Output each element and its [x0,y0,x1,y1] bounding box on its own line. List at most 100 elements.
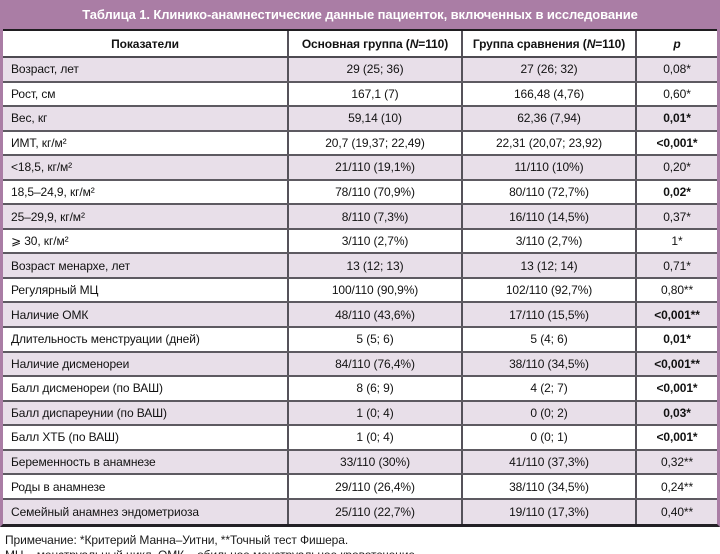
row-indicator-label: Балл диспареунии (по ВАШ) [11,405,167,420]
table-row: Возраст менархе, лет 13 (12; 13) 13 (12; 1… [3,254,717,279]
table-row: Балл дисменореи (по ВАШ) 8 (6; 9) 4 (2; 7)… [3,377,717,402]
row-indicator-label: Семейный анамнез эндометриоза [11,505,199,520]
p-value: 0,71* [635,254,717,277]
main-group-value: 100/110 (90,9%) [287,278,461,302]
comparison-group-value: 102/110 (92,7%) [461,278,635,302]
table-row: Балл ХТБ (по ВАШ) 1 (0; 4) 0 (0; 1) <0,001* [3,426,717,451]
comparison-group-value: 27 (26; 32) [461,58,635,81]
p-value: 0,37* [635,205,717,228]
table-row: ⩾ 30, кг/м² 3/110 (2,7%) 3/110 (2,7%) 1* [3,229,717,255]
row-indicator-label: 18,5–24,9, кг/м² [11,185,95,199]
main-group-label-suffix: =110) [418,36,449,51]
p-value: 0,40** [635,499,717,525]
row-indicator-label: ИМТ, кг/м² [11,135,67,150]
main-group-value: 25/110 (22,7%) [287,499,461,525]
main-group-value: 21/110 (19,1%) [287,156,461,179]
table-row: 25–29,9, кг/м² 8/110 (7,3%) 16/110 (14,5%)… [3,205,717,230]
main-group-value: 8 (6; 9) [287,377,461,400]
comparison-group-value: 19/110 (17,3%) [461,499,635,525]
row-indicator-label: Роды в анамнезе [11,479,106,494]
p-value: 0,01* [635,107,717,130]
row-indicator-label: Рост, см [11,86,56,101]
row-indicator-label: Регулярный МЦ [11,283,99,298]
comparison-group-value: 13 (12; 14) [461,254,635,277]
table-row: Балл диспареунии (по ВАШ) 1 (0; 4) 0 (0; 2… [3,401,717,427]
table-row: Длительность менструации (дней) 5 (5; 6) 5… [3,328,717,353]
p-value: 0,01* [635,328,717,351]
p-value: 0,60* [635,82,717,106]
row-indicator-label: Балл ХТБ (по ВАШ) [11,430,119,445]
main-group-value: 48/110 (43,6%) [287,303,461,327]
main-group-value: 3/110 (2,7%) [287,229,461,253]
table-row: Беременность в анамнезе 33/110 (30%) 41/11… [3,450,717,476]
comparison-group-value: 17/110 (15,5%) [461,303,635,327]
comparison-group-value: 4 (2; 7) [461,377,635,400]
main-group-value: 20,7 (19,37; 22,49) [287,131,461,155]
main-group-value: 5 (5; 6) [287,328,461,351]
p-value: 0,32** [635,450,717,474]
table-title: Таблица 1. Клинико-анамнестические данны… [82,7,638,22]
row-indicator-label: Наличие ОМК [11,307,89,322]
comparison-group-value: 166,48 (4,76) [461,82,635,106]
comparison-group-label-prefix: Группа сравнения ( [472,36,587,51]
p-value: <0,001* [635,426,717,449]
p-value: 0,80** [635,278,717,302]
comparison-group-value: 5 (4; 6) [461,328,635,351]
table-row: Регулярный МЦ 100/110 (90,9%) 102/110 (92,… [3,278,717,304]
table-row: Наличие ОМК 48/110 (43,6%) 17/110 (15,5%) <… [3,303,717,329]
main-group-value: 78/110 (70,9%) [287,180,461,204]
table-row: Наличие дисменореи 84/110 (76,4%) 38/110 (… [3,352,717,378]
main-group-label-prefix: Основная группа ( [301,36,410,51]
p-value: 0,08* [635,58,717,81]
main-group-value: 84/110 (76,4%) [287,352,461,376]
row-indicator-label: ⩾ 30, кг/м² [11,234,69,249]
comparison-group-value: 0 (0; 2) [461,401,635,425]
comparison-group-value: 22,31 (20,07; 23,92) [461,131,635,155]
note-line-methods: Примечание: *Критерий Манна–Уитни, **Точ… [5,533,349,548]
col-header-comparison-group: Группа сравнения (N =110) [461,31,635,56]
main-group-value: 13 (12; 13) [287,254,461,277]
table-row: 18,5–24,9, кг/м² 78/110 (70,9%) 80/110 (72… [3,180,717,206]
table-row: Возраст, лет 29 (25; 36) 27 (26; 32) 0,08* [3,58,717,83]
table-row: <18,5, кг/м² 21/110 (19,1%) 11/110 (10%) 0,… [3,156,717,181]
col-header-p: p [635,31,717,56]
p-value: <0,001* [635,131,717,155]
p-value: <0,001* [635,377,717,400]
main-group-n-symbol: N [409,36,419,51]
comparison-group-n-symbol: N [586,36,596,51]
col-header-indicators: Показатели [111,36,179,51]
p-value: 0,03* [635,401,717,425]
main-group-value: 33/110 (30%) [287,450,461,474]
main-group-value: 8/110 (7,3%) [287,205,461,228]
comparison-group-value: 38/110 (34,5%) [461,352,635,376]
p-value: 1* [635,229,717,253]
table-frame: Таблица 1. Клинико-анамнестические данны… [0,0,720,528]
p-value: <0,001** [635,303,717,327]
comparison-group-value: 41/110 (37,3%) [461,450,635,474]
table-row: Вес, кг 59,14 (10) 62,36 (7,94) 0,01* [3,107,717,132]
comparison-group-value: 3/110 (2,7%) [461,229,635,253]
comparison-group-label-suffix: =110) [595,36,626,51]
p-value: 0,24** [635,475,717,498]
row-indicator-label: Беременность в анамнезе [11,455,156,470]
table-row: Роды в анамнезе 29/110 (26,4%) 38/110 (34,… [3,475,717,500]
table-row: Рост, см 167,1 (7) 166,48 (4,76) 0,60* [3,82,717,108]
main-group-value: 29 (25; 36) [287,58,461,81]
main-group-value: 1 (0; 4) [287,426,461,449]
main-group-value: 59,14 (10) [287,107,461,130]
main-group-value: 167,1 (7) [287,82,461,106]
note-line-abbreviations: МЦ – менструальный цикл, ОМК – обильное … [5,548,712,554]
row-indicator-label: Наличие дисменореи [11,356,130,371]
row-indicator-label: Возраст, лет [11,62,79,77]
row-indicator-label: 25–29,9, кг/м² [11,209,85,224]
comparison-group-value: 80/110 (72,7%) [461,180,635,204]
table-row: ИМТ, кг/м² 20,7 (19,37; 22,49) 22,31 (20,0… [3,131,717,157]
comparison-group-value: 38/110 (34,5%) [461,475,635,498]
comparison-group-value: 16/110 (14,5%) [461,205,635,228]
p-value: 0,02* [635,180,717,204]
comparison-group-value: 62,36 (7,94) [461,107,635,130]
table-title-bar: Таблица 1. Клинико-анамнестические данны… [3,0,717,31]
table-notes: Примечание: *Критерий Манна–Уитни, **Точ… [0,527,720,554]
row-indicator-label: <18,5, кг/м² [11,160,73,175]
